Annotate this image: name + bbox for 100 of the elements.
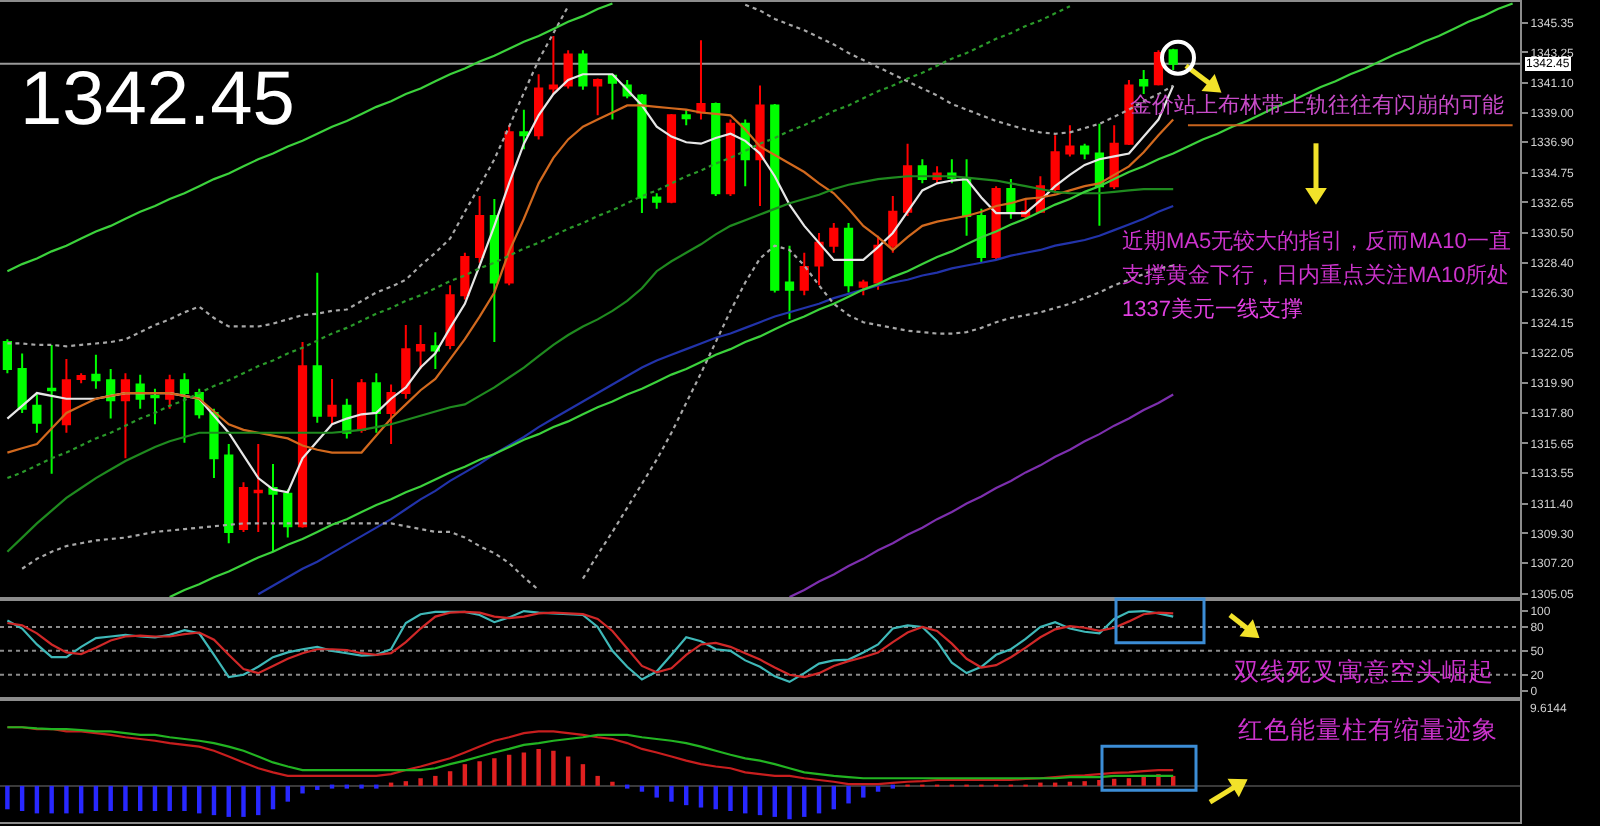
candlestick	[238, 481, 249, 533]
candlestick	[460, 251, 470, 301]
candlestick	[312, 271, 322, 424]
candlestick	[976, 207, 986, 264]
bar	[492, 758, 497, 786]
candlestick	[297, 341, 308, 529]
annotation: 近期MA5无较大的指引，反而MA10一直	[1122, 228, 1511, 254]
candlestick	[179, 372, 190, 444]
candlestick	[17, 352, 27, 414]
bar	[256, 785, 261, 816]
bar	[433, 775, 438, 786]
bar	[123, 785, 128, 812]
bar	[49, 785, 54, 814]
candlestick	[32, 393, 42, 434]
candlestick	[224, 443, 234, 545]
candlestick	[652, 192, 662, 210]
candlestick	[563, 49, 573, 90]
bar	[167, 785, 172, 812]
candlestick	[1065, 124, 1075, 158]
bar	[669, 785, 674, 802]
bar	[654, 785, 659, 798]
bar	[802, 785, 807, 817]
candlestick	[858, 278, 868, 297]
candlestick	[150, 387, 160, 426]
candlestick	[711, 101, 721, 198]
candlestick	[1050, 134, 1060, 195]
bar	[861, 785, 866, 798]
bar	[226, 785, 231, 817]
bar	[1141, 775, 1146, 786]
candlestick	[386, 383, 396, 446]
candlestick	[475, 195, 485, 264]
bar	[521, 752, 527, 786]
candlestick	[519, 108, 529, 151]
candlestick	[534, 73, 544, 141]
bar	[300, 785, 305, 794]
bar	[551, 750, 556, 786]
candlestick	[696, 39, 706, 121]
candlestick	[666, 112, 677, 205]
candlestick	[578, 49, 588, 91]
bar	[241, 785, 246, 817]
annotation: 1337美元一线支撑	[1122, 296, 1303, 322]
bar	[108, 785, 113, 812]
bar	[787, 785, 792, 820]
bar	[462, 764, 468, 786]
candlestick	[1168, 47, 1178, 72]
bar	[1111, 778, 1117, 786]
candlestick	[445, 284, 455, 351]
candlestick	[268, 462, 278, 553]
candlestick	[902, 142, 913, 217]
line-series	[6, 2, 614, 273]
candlestick	[356, 377, 367, 434]
candlestick	[253, 443, 263, 533]
candlestick	[843, 222, 854, 294]
candlestick	[76, 372, 86, 385]
bar	[447, 771, 453, 786]
bar	[285, 785, 290, 802]
candlestick	[770, 103, 780, 294]
candlestick	[283, 488, 293, 539]
candlestick	[725, 118, 736, 198]
candlestick	[91, 353, 101, 390]
bar	[19, 785, 25, 812]
bar	[1126, 778, 1132, 786]
candlestick	[637, 93, 647, 215]
bar	[728, 785, 733, 812]
bar	[595, 775, 600, 786]
candlestick	[814, 231, 824, 287]
bar	[418, 778, 423, 786]
candlestick	[165, 373, 175, 410]
candlestick	[1139, 69, 1149, 96]
bar	[698, 785, 704, 808]
candlestick	[888, 195, 898, 254]
candlestick	[1080, 142, 1090, 161]
annotation: 红色能量柱有缩量迹象	[1238, 714, 1498, 744]
candlestick	[961, 158, 972, 237]
annotation: 双线死叉寓意空头崛起	[1234, 656, 1494, 686]
candlestick	[829, 222, 839, 254]
candlestick	[607, 73, 618, 121]
candlestick	[401, 324, 411, 400]
candlestick	[135, 373, 145, 410]
bar	[182, 785, 187, 812]
bar	[137, 785, 143, 812]
annotation: 支撑黄金下行，日内重点关注MA10所处	[1122, 262, 1510, 288]
candlestick	[681, 108, 691, 127]
candlestick	[1124, 78, 1134, 147]
bar	[5, 785, 10, 810]
bar	[477, 761, 482, 786]
bar	[639, 785, 645, 792]
candlestick	[371, 372, 381, 434]
annotation: 1342.45	[20, 58, 295, 142]
bar	[64, 785, 69, 814]
line-series	[788, 393, 1175, 598]
candlestick	[327, 377, 337, 426]
line-series	[6, 5, 1071, 480]
candlestick	[106, 367, 116, 420]
bar	[772, 785, 777, 817]
bar	[506, 754, 512, 786]
candlestick	[548, 34, 559, 96]
candlestick	[799, 251, 809, 297]
bar	[846, 785, 851, 804]
candlestick	[430, 331, 440, 370]
